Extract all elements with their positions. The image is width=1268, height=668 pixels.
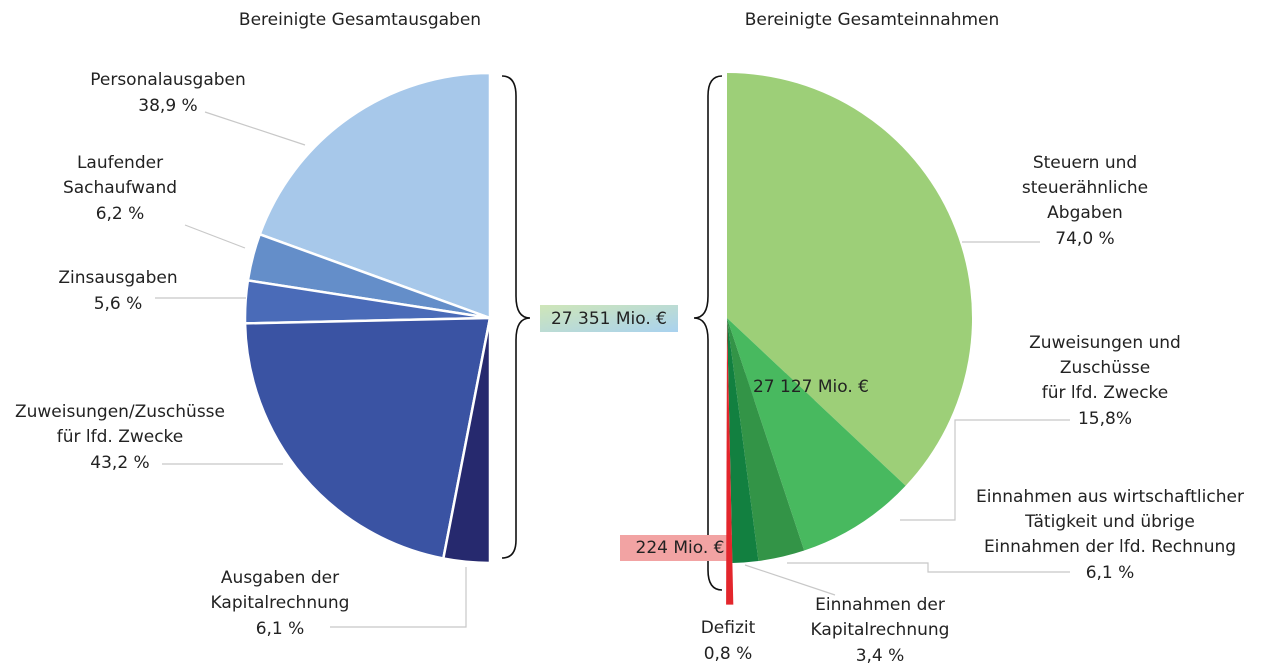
value-label: 43,2 % — [90, 453, 149, 473]
value-label: 3,4 % — [856, 646, 905, 666]
slice-label: Zuweisungen/Zuschüsse — [15, 402, 225, 422]
value-label: 15,8% — [1078, 409, 1132, 429]
pie-slice — [441, 317, 492, 565]
value-label: 0,8 % — [704, 644, 753, 664]
annotation: 224 Mio. € — [636, 538, 725, 558]
annotation-box — [620, 535, 740, 561]
leader-line — [204, 111, 306, 146]
value-label: 38,9 % — [138, 96, 197, 116]
pie-slice — [727, 318, 759, 563]
slice-label: Kapitalrechnung — [211, 593, 350, 613]
slice-label: Zuweisungen und — [1029, 333, 1181, 353]
value-label: 5,6 % — [94, 294, 143, 314]
value-label: 74,0 % — [1055, 229, 1114, 249]
pie-slice — [726, 318, 734, 605]
chart-title: Bereinigte Gesamtausgaben — [239, 10, 481, 30]
chart-title: Bereinigte Gesamteinnahmen — [745, 10, 1000, 30]
slice-label: Einnahmen aus wirtschaftlicher — [976, 487, 1244, 507]
value-label: 6,1 % — [1086, 563, 1135, 583]
slice-label: Sachaufwand — [63, 178, 177, 198]
slice-label: Steuern und — [1033, 153, 1137, 173]
slice-label: Defizit — [701, 618, 756, 638]
pie-slice — [727, 318, 906, 551]
slice-label: Einnahmen der — [815, 595, 945, 615]
slice-label: Abgaben — [1047, 203, 1123, 223]
slice-label: für lfd. Zwecke — [1042, 383, 1169, 403]
pie-slice — [727, 318, 805, 561]
pie-slice — [243, 316, 492, 560]
leader-line — [900, 419, 1070, 521]
value-label: 6,1 % — [256, 619, 305, 639]
braces — [501, 75, 723, 591]
pie-slice — [727, 73, 972, 486]
slice-label: für lfd. Zwecke — [57, 427, 184, 447]
slice-label: Ausgaben der — [221, 568, 339, 588]
value-label: 6,2 % — [96, 204, 145, 224]
leader-line — [787, 562, 1070, 573]
leader-line — [184, 224, 246, 249]
annotation-box — [540, 305, 678, 332]
slice-label: Einnahmen der lfd. Rechnung — [984, 537, 1236, 557]
slice-label: Zinsausgaben — [58, 268, 177, 288]
annotation: 27 351 Mio. € — [551, 309, 667, 329]
slice-label: Kapitalrechnung — [811, 620, 950, 640]
leader-line — [330, 567, 467, 628]
pie-slice — [258, 71, 492, 320]
slice-label: Personalausgaben — [90, 70, 246, 90]
leader-line — [744, 564, 836, 596]
slice-label: Laufender — [77, 153, 163, 173]
slice-label: Zuschüsse — [1060, 358, 1150, 378]
slice-label: steuerähnliche — [1022, 178, 1148, 198]
slice-label: Tätigkeit und übrige — [1024, 512, 1195, 532]
annotation: 27 127 Mio. € — [753, 377, 869, 397]
